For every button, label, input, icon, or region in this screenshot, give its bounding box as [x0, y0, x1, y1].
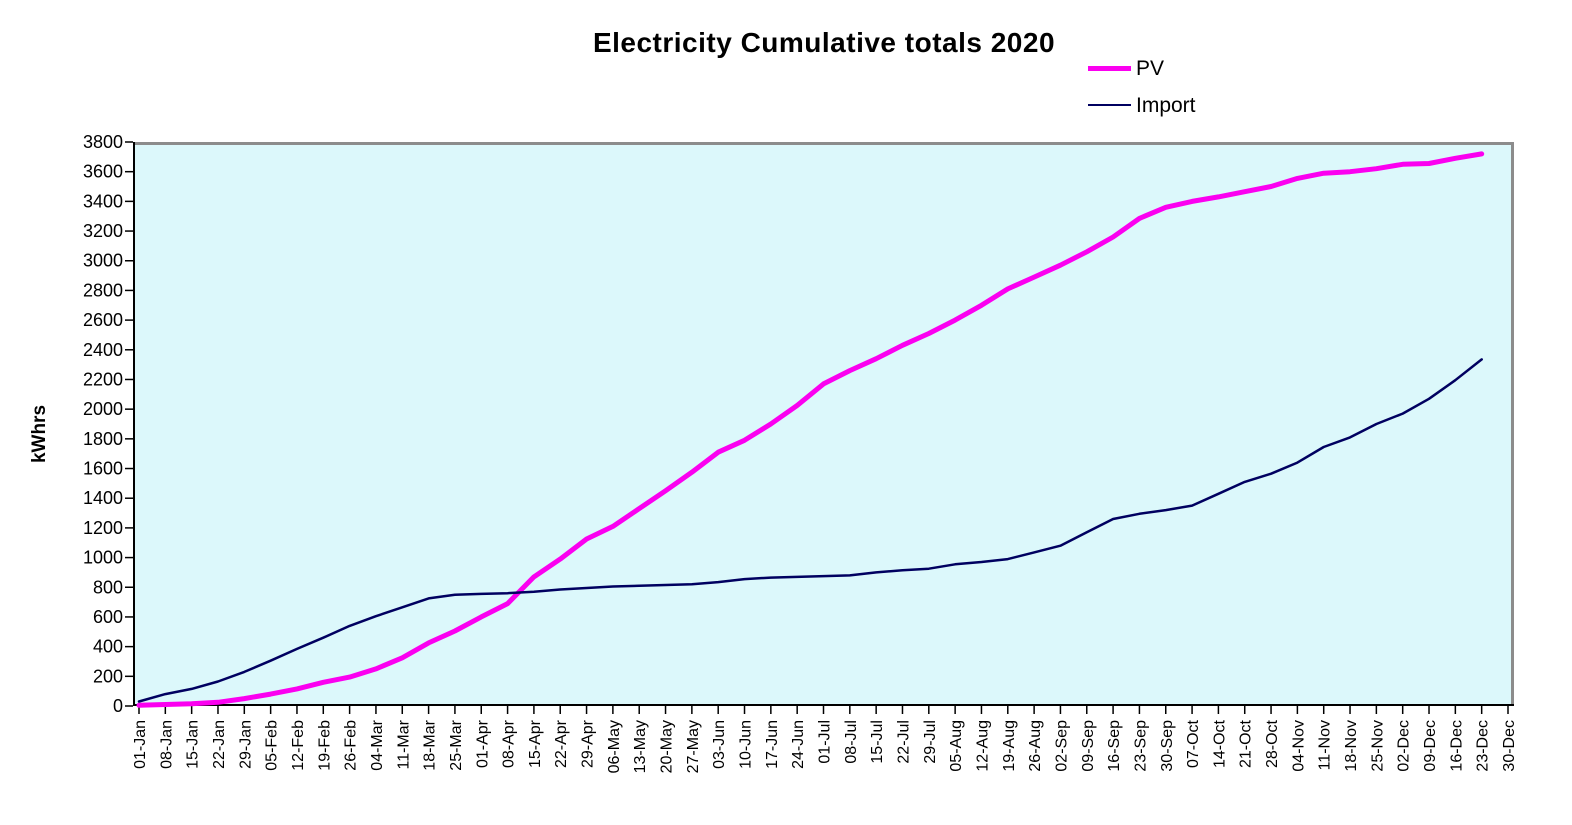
x-tick-label: 09-Dec	[1422, 720, 1439, 772]
y-tick-label: 200	[93, 666, 123, 686]
y-tick-label: 3400	[83, 191, 123, 211]
x-tick-label: 28-Oct	[1264, 719, 1281, 768]
x-tick-label: 20-May	[659, 720, 676, 773]
y-tick-label: 2600	[83, 310, 123, 330]
x-tick-label: 12-Aug	[974, 720, 991, 772]
x-tick-label: 27-May	[685, 720, 702, 773]
x-tick-label: 03-Jun	[711, 720, 728, 769]
y-tick-label: 1400	[83, 488, 123, 508]
x-tick-label: 05-Aug	[948, 720, 965, 772]
pv-line-swatch	[1088, 65, 1131, 71]
x-tick-label: 04-Mar	[369, 719, 386, 770]
legend-label-import: Import	[1136, 93, 1196, 117]
x-tick-label: 08-Apr	[501, 719, 518, 768]
x-tick-label: 13-May	[632, 720, 649, 773]
legend: PV Import	[1088, 54, 1196, 128]
y-tick-label: 800	[93, 577, 123, 597]
x-tick-label: 12-Feb	[290, 720, 307, 771]
x-tick-label: 16-Dec	[1448, 720, 1465, 772]
y-axis-title: kWhrs	[29, 404, 50, 464]
x-tick-label: 02-Dec	[1396, 720, 1413, 772]
y-tick-label: 1800	[83, 429, 123, 449]
x-tick-label: 16-Sep	[1106, 720, 1123, 772]
x-tick-label: 26-Aug	[1027, 720, 1044, 772]
x-tick-label: 04-Nov	[1290, 720, 1307, 772]
x-tick-label: 22-Apr	[553, 719, 570, 768]
x-tick-label: 30-Dec	[1501, 720, 1518, 772]
x-tick-label: 01-Apr	[474, 719, 491, 768]
legend-label-pv: PV	[1136, 56, 1165, 80]
import-line-swatch	[1088, 103, 1131, 107]
y-tick-label: 3000	[83, 251, 123, 271]
x-tick-label: 07-Oct	[1185, 719, 1202, 768]
x-tick-label: 11-Mar	[395, 719, 412, 769]
x-tick-label: 25-Nov	[1369, 720, 1386, 772]
x-tick-label: 08-Jul	[843, 720, 860, 764]
x-tick-label: 26-Feb	[343, 720, 360, 771]
x-tick-label: 19-Feb	[316, 720, 333, 771]
x-tick-label: 22-Jan	[211, 720, 228, 769]
x-tick-label: 14-Oct	[1211, 719, 1228, 768]
x-tick-label: 05-Feb	[264, 720, 281, 771]
x-tick-label: 09-Sep	[1080, 720, 1097, 772]
x-tick-label: 17-Jun	[764, 720, 781, 769]
y-tick-label: 3600	[83, 162, 123, 182]
y-tick-label: 3200	[83, 221, 123, 241]
legend-entry-pv: PV	[1088, 54, 1196, 82]
x-tick-label: 15-Jul	[869, 720, 886, 764]
x-tick-label: 02-Sep	[1053, 720, 1070, 772]
x-tick-label: 23-Dec	[1475, 720, 1492, 772]
plot-border	[133, 142, 1514, 706]
y-tick-label: 400	[93, 637, 123, 657]
x-tick-label: 08-Jan	[158, 720, 175, 769]
x-tick-label: 24-Jun	[790, 720, 807, 769]
y-tick-label: 3800	[83, 132, 123, 152]
y-tick-label: 1600	[83, 459, 123, 479]
x-tick-label: 19-Aug	[1001, 720, 1018, 772]
x-tick-label: 01-Jul	[817, 720, 834, 764]
y-tick-label: 1200	[83, 518, 123, 538]
x-tick-label: 25-Mar	[448, 719, 465, 770]
legend-entry-import: Import	[1088, 91, 1196, 119]
y-tick-label: 2800	[83, 280, 123, 300]
x-tick-label: 01-Jan	[132, 720, 149, 769]
y-tick-label: 2400	[83, 340, 123, 360]
x-tick-label: 11-Nov	[1317, 720, 1334, 770]
y-tick-label: 1000	[83, 548, 123, 568]
x-tick-label: 15-Jan	[185, 720, 202, 769]
y-tick-label: 600	[93, 607, 123, 627]
y-tick-label: 0	[113, 696, 123, 716]
x-tick-label: 18-Mar	[422, 719, 439, 770]
x-tick-label: 06-May	[606, 720, 623, 773]
x-tick-label: 21-Oct	[1238, 719, 1255, 768]
pv-line	[136, 151, 1485, 708]
x-tick-label: 15-Apr	[527, 719, 544, 768]
x-tick-label: 22-Jul	[895, 720, 912, 764]
import-line	[137, 358, 1483, 703]
x-tick-label: 23-Sep	[1132, 720, 1149, 772]
x-tick-label: 29-Jan	[237, 720, 254, 769]
plot-background	[133, 142, 1514, 706]
y-tick-label: 2000	[83, 399, 123, 419]
x-tick-label: 29-Jul	[922, 720, 939, 764]
x-tick-label: 29-Apr	[580, 719, 597, 768]
x-tick-label: 18-Nov	[1343, 720, 1360, 772]
chart-title: Electricity Cumulative totals 2020	[592, 27, 1056, 58]
y-tick-label: 2200	[83, 369, 123, 389]
x-tick-label: 10-Jun	[738, 720, 755, 769]
x-tick-label: 30-Sep	[1159, 720, 1176, 772]
